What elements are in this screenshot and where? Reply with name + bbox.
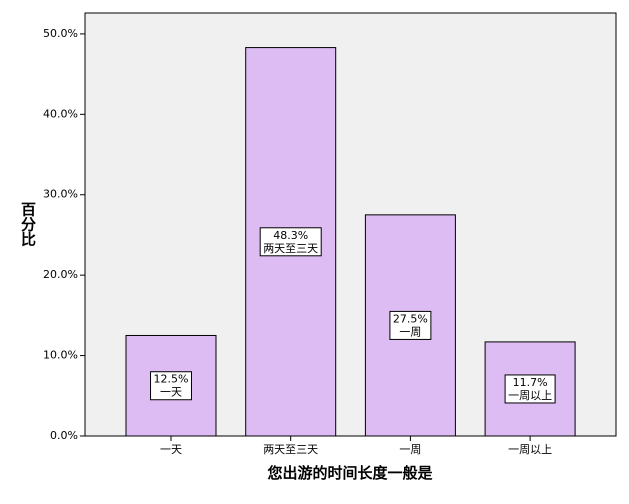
data-label-category: 一周以上 <box>508 389 552 402</box>
data-label-value: 27.5% <box>393 312 428 325</box>
data-label: 48.3%两天至三天 <box>259 227 322 257</box>
data-label: 27.5%一周 <box>389 310 432 340</box>
data-label-category: 两天至三天 <box>263 242 318 255</box>
data-label-category: 一天 <box>160 386 182 399</box>
y-tick-label: 20.0% <box>43 268 78 281</box>
x-tick-label: 一周以上 <box>508 443 552 456</box>
x-axis-title: 您出游的时间长度一般是 <box>266 464 433 482</box>
data-label-box <box>389 310 432 340</box>
data-label: 12.5%一天 <box>150 371 192 401</box>
data-label-box <box>504 374 556 404</box>
data-label-value: 12.5% <box>154 373 189 386</box>
data-label-value: 11.7% <box>513 376 548 389</box>
y-tick-label: 30.0% <box>43 188 78 201</box>
data-label-category: 一周 <box>399 325 421 338</box>
data-label-box <box>150 371 192 401</box>
data-label: 11.7%一周以上 <box>504 374 556 404</box>
y-tick-label: 10.0% <box>43 349 78 362</box>
y-tick-label: 50.0% <box>43 27 78 40</box>
x-tick-label: 一天 <box>160 443 182 456</box>
x-tick-label: 两天至三天 <box>263 443 318 456</box>
y-tick-label: 40.0% <box>43 107 78 120</box>
y-tick-label: 0.0% <box>50 429 78 442</box>
y-axis-title: 百分比 <box>19 202 37 248</box>
x-tick-label: 一周 <box>399 443 421 456</box>
data-label-box <box>259 227 322 257</box>
data-label-value: 48.3% <box>273 229 308 242</box>
